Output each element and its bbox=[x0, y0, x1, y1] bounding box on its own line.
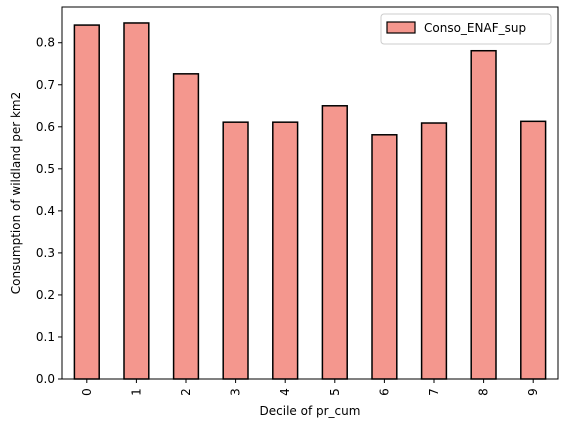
y-tick-label: 0.3 bbox=[36, 246, 55, 260]
bar-6 bbox=[371, 134, 398, 380]
y-tick-label: 0.8 bbox=[36, 36, 55, 50]
x-tick-label: 1 bbox=[129, 388, 143, 396]
y-tick-label: 0.6 bbox=[36, 120, 55, 134]
x-axis: 0 1 2 3 4 5 6 7 8 9 bbox=[80, 379, 540, 396]
x-tick-label: 0 bbox=[80, 388, 94, 396]
y-tick-label: 0.2 bbox=[36, 288, 55, 302]
y-axis-label: Consumption of wildland per km2 bbox=[9, 92, 23, 295]
x-tick-label: 7 bbox=[427, 388, 441, 396]
bar-4 bbox=[272, 121, 299, 380]
bar-7 bbox=[420, 122, 448, 380]
x-axis-label: Decile of pr_cum bbox=[260, 404, 361, 418]
x-tick-label: 4 bbox=[278, 388, 292, 396]
bar-8 bbox=[470, 49, 497, 380]
plot-frame bbox=[61, 6, 559, 380]
bars-group bbox=[73, 22, 547, 380]
bar-1 bbox=[123, 22, 150, 380]
x-tick-label: 2 bbox=[179, 388, 193, 396]
bar-5 bbox=[321, 105, 348, 380]
y-tick-label: 0.0 bbox=[36, 372, 55, 386]
x-tick-label: 6 bbox=[377, 388, 391, 396]
y-axis: 0.0 0.1 0.2 0.3 0.4 0.5 0.6 0.7 0.8 bbox=[36, 36, 62, 386]
x-tick-label: 5 bbox=[328, 388, 342, 396]
bar-9 bbox=[520, 120, 547, 380]
y-tick-label: 0.7 bbox=[36, 78, 55, 92]
legend-label: Conso_ENAF_sup bbox=[424, 21, 526, 35]
y-tick-label: 0.4 bbox=[36, 204, 55, 218]
legend-frame bbox=[380, 13, 552, 45]
legend-swatch bbox=[386, 21, 416, 34]
x-tick-label: 3 bbox=[229, 388, 243, 396]
bar-0 bbox=[73, 24, 100, 380]
legend: Conso_ENAF_sup bbox=[380, 13, 552, 45]
x-tick-label: 9 bbox=[526, 388, 540, 396]
y-tick-label: 0.1 bbox=[36, 330, 55, 344]
bar-3 bbox=[222, 121, 249, 380]
x-tick-label: 8 bbox=[477, 388, 491, 396]
bar-2 bbox=[172, 73, 200, 380]
y-tick-label: 0.5 bbox=[36, 162, 55, 176]
